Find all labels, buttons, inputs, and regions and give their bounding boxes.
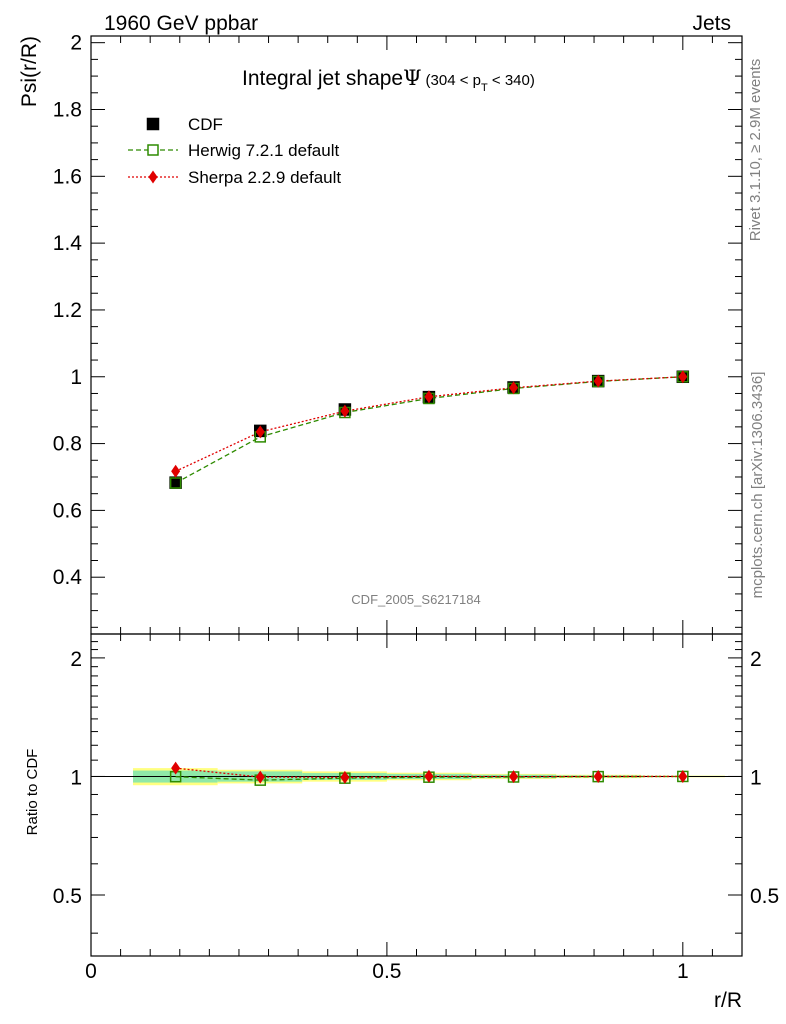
- title-range-a: (304 < p: [426, 72, 481, 89]
- title-range-sub: T: [481, 82, 488, 94]
- rivet-version-label: Rivet 3.1.10, ≥ 2.9M events: [747, 59, 764, 242]
- sherpa-point: [678, 370, 688, 384]
- legend-label: Herwig 7.2.1 default: [188, 141, 339, 160]
- y-tick-label: 1.6: [53, 165, 82, 188]
- ratio-tick-label-right: 2: [750, 648, 762, 671]
- sherpa-ratio-point: [340, 770, 350, 784]
- sherpa-point: [424, 390, 434, 404]
- legend-label: Sherpa 2.2.9 default: [188, 168, 341, 187]
- sherpa-point: [171, 464, 181, 478]
- x-tick-label: 0.5: [372, 960, 401, 983]
- ratio-tick-label-right: 1: [750, 766, 762, 789]
- axis-ticks: 0 0.5 1 0.4 0.6 0.8 1 1.2 1.4 1.6 1.8 2 0.5 0.5 1 1 2 2: [53, 32, 779, 983]
- chart-title: Integral jet shapeΨ (304 < pT < 340): [242, 66, 535, 94]
- title-symbol: Ψ: [403, 66, 421, 90]
- legend-label: CDF: [188, 115, 223, 134]
- cdf-point: [169, 476, 182, 489]
- herwig-point: [169, 477, 182, 489]
- x-axis-label: r/R: [714, 989, 742, 1012]
- sherpa-ratio-point: [424, 769, 434, 783]
- y-tick-label: 1.2: [53, 299, 82, 322]
- title-main: Integral jet shape: [242, 67, 403, 90]
- sherpa-ratio-point: [593, 769, 603, 783]
- title-range-b: < 340): [488, 72, 535, 89]
- x-tick-label: 1: [677, 960, 689, 983]
- legend-cdf-marker: [146, 117, 160, 131]
- ratio-tick-label-left: 2: [70, 648, 82, 671]
- sherpa-ratio-point: [255, 770, 265, 784]
- sherpa-ratio-point: [678, 769, 688, 783]
- y-tick-label: 2: [70, 32, 82, 55]
- y-tick-label: 0.4: [53, 566, 83, 589]
- data-series: [169, 370, 690, 786]
- sherpa-ratio-point: [509, 770, 519, 784]
- legend: CDF Herwig 7.2.1 default Sherpa 2.2.9 defa…: [128, 115, 341, 187]
- y-tick-label: 0.6: [53, 499, 82, 522]
- header-energy-label: 1960 GeV ppbar: [104, 12, 258, 35]
- header-jets-label: Jets: [692, 12, 731, 35]
- sherpa-point: [509, 381, 519, 395]
- mcplots-label: mcplots.cern.ch [arXiv:1306.3436]: [749, 372, 766, 599]
- sherpa-point: [340, 404, 350, 418]
- sherpa-point: [255, 425, 265, 439]
- y-tick-label: 1.8: [53, 98, 82, 121]
- y-axis-label: Psi(r/R): [18, 36, 41, 107]
- legend-herwig-marker: [147, 144, 159, 156]
- y-tick-label: 1: [70, 366, 82, 389]
- svg-text:Integral jet shapeΨ(304 < pT <: Integral jet shapeΨ (304 < pT < 340): [242, 66, 535, 94]
- x-tick-label: 0: [85, 960, 97, 983]
- sherpa-point: [593, 374, 603, 388]
- ratio-y-axis-label: Ratio to CDF: [24, 749, 41, 836]
- y-tick-label: 0.8: [53, 433, 82, 456]
- y-tick-label: 1.4: [53, 232, 83, 255]
- ratio-tick-label-right: 0.5: [750, 885, 779, 908]
- analysis-watermark: CDF_2005_S6217184: [351, 592, 480, 607]
- ratio-tick-label-left: 0.5: [53, 885, 82, 908]
- sherpa-ratio-point: [171, 761, 181, 775]
- legend-sherpa-marker: [148, 170, 158, 184]
- ratio-plot-frame: [90, 633, 743, 957]
- ratio-tick-label-left: 1: [70, 766, 82, 789]
